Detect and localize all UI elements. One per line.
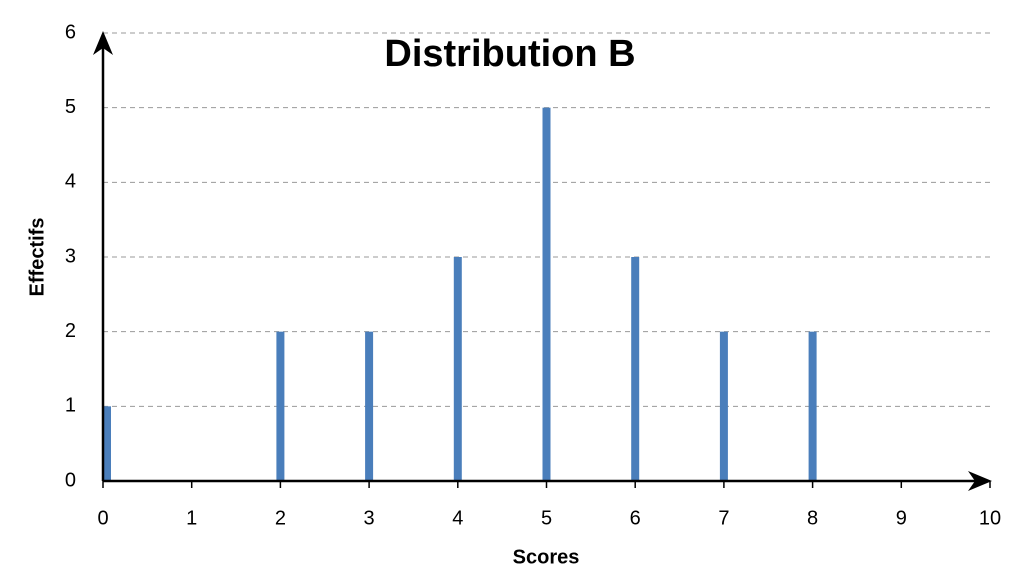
x-tick-label: 9	[896, 507, 907, 529]
y-tick-label: 0	[65, 469, 76, 491]
y-axis-arrow	[93, 31, 113, 55]
x-tick-label: 2	[275, 507, 286, 529]
y-tick-label: 1	[65, 395, 76, 417]
x-tick-label: 5	[541, 507, 552, 529]
y-axis-label: Effectifs	[26, 218, 48, 297]
x-tick-label: 3	[364, 507, 375, 529]
x-tick-label: 0	[97, 507, 108, 529]
x-tick-label: 10	[979, 507, 1001, 529]
bar	[453, 257, 462, 481]
bar	[103, 406, 111, 481]
chart-title: Distribution B	[384, 33, 635, 75]
bar	[542, 107, 551, 482]
x-tick-label: 4	[452, 507, 463, 529]
y-tick-label: 4	[65, 171, 76, 193]
bar	[719, 331, 728, 481]
bar	[631, 257, 640, 481]
x-tick-label: 7	[718, 507, 729, 529]
y-tick-label: 6	[65, 21, 76, 43]
y-tick-label: 2	[65, 320, 76, 342]
x-axis-label: Scores	[513, 546, 580, 568]
x-tick-label: 1	[186, 507, 197, 529]
x-axis-arrow	[968, 471, 992, 491]
x-tick-label: 8	[807, 507, 818, 529]
x-tick-label: 6	[630, 507, 641, 529]
y-tick-label: 5	[65, 96, 76, 118]
bar	[365, 331, 374, 481]
bar	[276, 331, 285, 481]
bar	[808, 331, 817, 481]
y-tick-label: 3	[65, 245, 76, 267]
